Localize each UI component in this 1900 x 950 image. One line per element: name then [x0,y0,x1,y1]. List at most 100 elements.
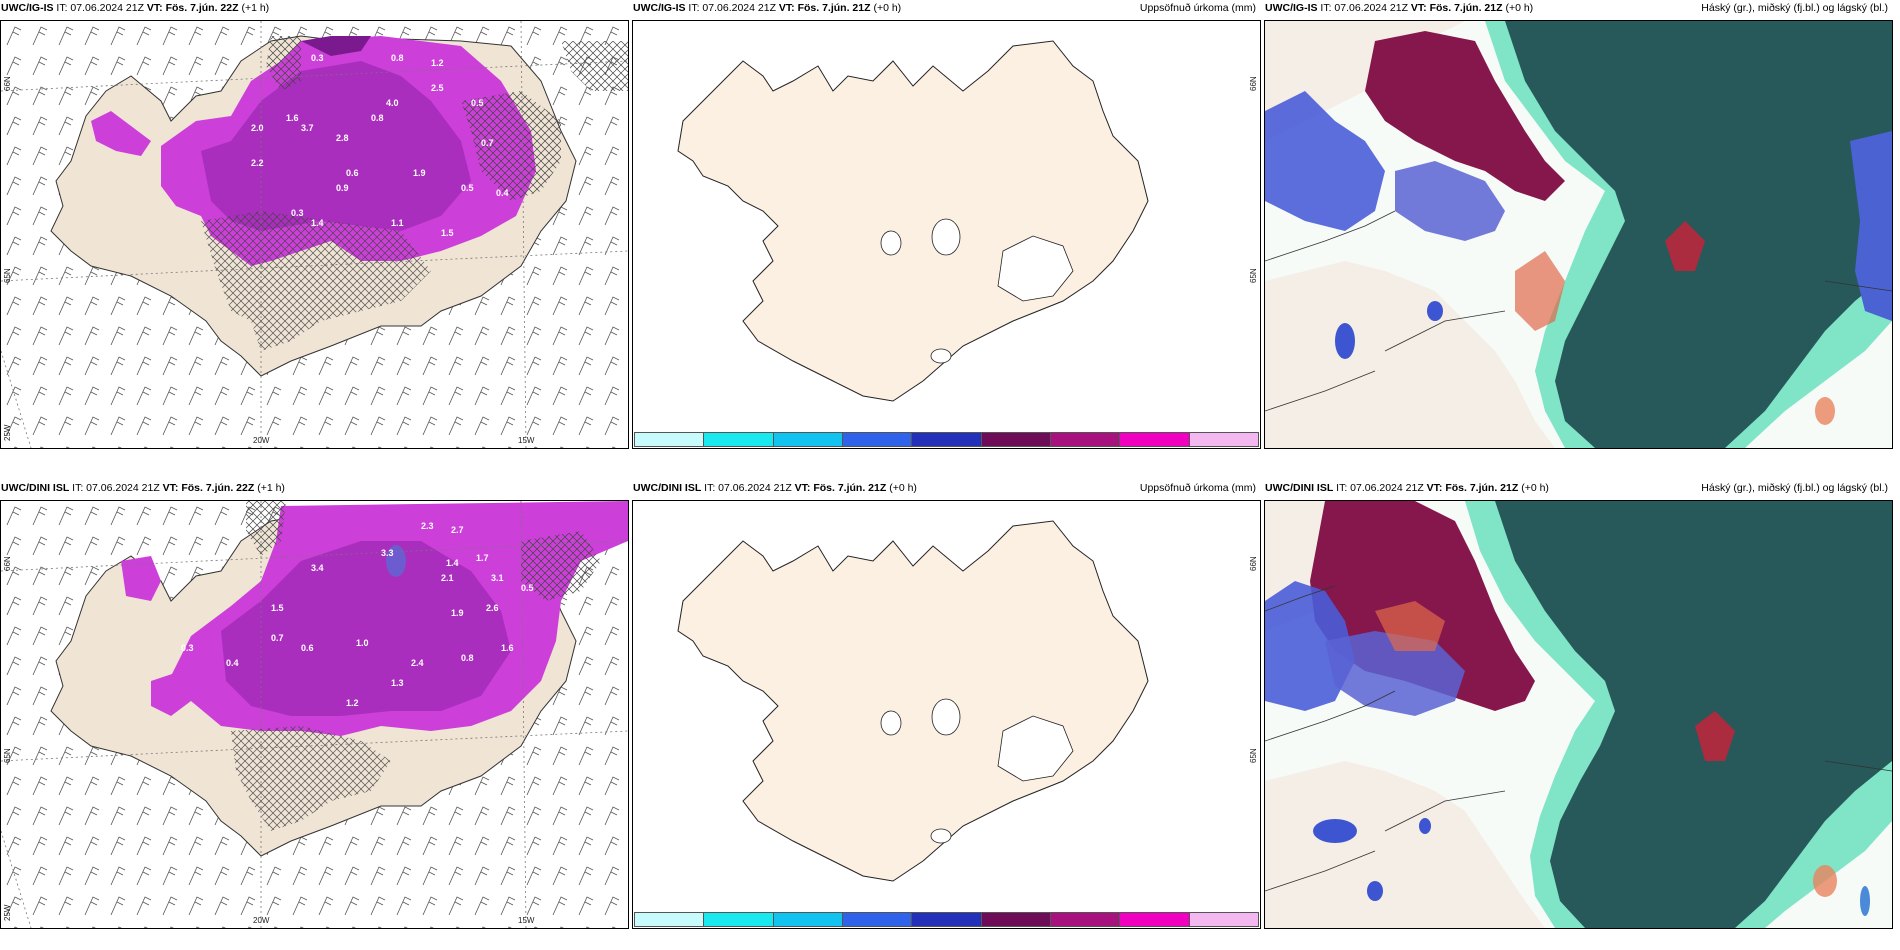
cloud-cover-map [1265,501,1892,928]
precip-value: 2.3 [421,521,434,531]
init-time: IT: 07.06.2024 21Z [72,482,160,494]
panel-header: UWC/IG-IS IT: 07.06.2024 21Z VT: Fös. 7.… [1,2,626,18]
lat-lon-grid [1,501,628,928]
accum-precip-map [633,501,1260,928]
colorbar-tick: 150 [1051,448,1120,449]
panel-igis-accum-precip[interactable]: UWC/IG-IS IT: 07.06.2024 21Z VT: Fös. 7.… [632,0,1261,449]
model-name: UWC/IG-IS [1,2,54,14]
precip-colorbar [634,912,1259,927]
precip-value: 2.8 [336,133,349,143]
lead-time: (+0 h) [873,2,902,14]
precip-value: 0.5 [461,183,474,193]
colorbar-tick: 75 [912,448,981,449]
precip-value: 2.7 [451,525,464,535]
panel-header: UWC/IG-IS IT: 07.06.2024 21Z VT: Fös. 7.… [1265,2,1890,18]
lead-time: (+0 h) [1505,2,1534,14]
colorbar-segment [704,912,774,927]
model-name: UWC/DINI ISL [1265,482,1334,494]
map-frame [1264,20,1893,449]
lon-label-20w: 20W [253,436,270,445]
snow-hatching [201,36,628,351]
lon-label-15w: 15W [518,436,535,445]
lat-label-66n: 66N [3,556,12,571]
model-name: UWC/IG-IS [1265,2,1318,14]
panel-dini-accum-precip[interactable]: UWC/DINI ISL IT: 07.06.2024 21Z VT: Fös.… [632,480,1261,929]
precip-value: 1.6 [286,113,299,123]
snow-hatching [231,501,601,831]
precip-value: 1.2 [346,698,359,708]
precip-value-labels: 0.3 0.8 1.2 2.5 0.5 1.63.7 2.8 4.0 1.9 0.6 0.5 2… [251,53,509,238]
panel-dini-wind-precip[interactable]: UWC/DINI ISL IT: 07.06.2024 21Z VT: Fös.… [0,480,629,929]
colorbar-tick: 200 [1120,928,1189,929]
precip-value: 1.6 [501,643,514,653]
precip-value: 1.3 [391,678,404,688]
precip-value: 1.0 [356,638,369,648]
precip-value: 2.0 [251,123,264,133]
valid-time: VT: Fös. 7.jún. 21Z [1426,482,1519,494]
field-title: Uppsöfnuð úrkoma (mm) [1139,2,1256,14]
precip-value: 3.7 [301,123,314,133]
map-frame: 66N 65N 1 10 25 50 75 100 150 200 400 [632,20,1261,449]
precip-value: 3.4 [311,563,324,573]
colorbar-segment [912,912,982,927]
colorbar-tick: 1 [634,928,703,929]
iceland-land [677,520,1149,882]
colorbar-ticks: 1 10 25 50 75 100 150 200 400 [634,448,1259,449]
colorbar-tick: 100 [981,928,1050,929]
map-frame: 2.3 2.7 3.3 1.4 3.4 1.5 0.7 2.1 1.9 0.3 0.4 1.0 2… [0,500,629,929]
precip-value: 1.4 [311,218,324,228]
precip-value: 0.9 [336,183,349,193]
colorbar-tick: 50 [842,448,911,449]
precip-colorbar [634,432,1259,447]
lead-time: (+0 h) [889,482,917,494]
coastline-border [1265,210,1892,412]
lead-time: (+0 h) [1521,482,1549,494]
coastline-border [1265,585,1892,892]
cloud-cover-map [1265,21,1892,448]
colorbar-segment [773,432,843,447]
colorbar-segment [1189,432,1259,447]
panel-igis-cloud-cover[interactable]: UWC/IG-IS IT: 07.06.2024 21Z VT: Fös. 7.… [1264,0,1893,449]
colorbar-tick: 150 [1051,928,1120,929]
precip-value: 0.4 [496,188,509,198]
colorbar-segment [634,432,705,447]
panel-dini-cloud-cover[interactable]: UWC/DINI ISL IT: 07.06.2024 21Z VT: Fös.… [1264,480,1893,929]
colorbar-tick: 75 [912,928,981,929]
panel-igis-wind-precip[interactable]: UWC/IG-IS IT: 07.06.2024 21Z VT: Fös. 7.… [0,0,629,449]
precip-value: 0.5 [471,98,484,108]
precip-value: 0.8 [371,113,384,123]
field-title: Háský (gr.), miðský (fj.bl.) og lágský (… [1701,482,1888,494]
wind-precip-map: 0.3 0.8 1.2 2.5 0.5 1.63.7 2.8 4.0 1.9 0.6 0.5 2… [1,21,628,448]
precip-value: 0.3 [181,643,194,653]
precip-value: 2.2 [251,158,264,168]
field-title: Uppsöfnuð úrkoma (mm) [1139,482,1256,494]
precip-value: 0.6 [301,643,314,653]
precip-value: 1.9 [413,168,426,178]
lat-label-66n: 66N [3,76,12,91]
colorbar-segment [634,912,705,927]
map-frame: 66N 65N 1 10 25 50 75 100 150 200 400 [632,500,1261,929]
valid-time: VT: Fös. 7.jún. 22Z [146,2,239,14]
precip-value: 3.3 [381,548,394,558]
model-name: UWC/DINI ISL [1,482,70,494]
cloud-layers [1265,21,1892,448]
precip-value: 2.1 [441,573,454,583]
lon-label-25w: 25W [3,424,12,441]
cloud-layers [1265,501,1892,928]
init-time: IT: 07.06.2024 21Z [1320,2,1408,14]
panel-header: UWC/IG-IS IT: 07.06.2024 21Z VT: Fös. 7.… [633,2,1258,18]
wind-precip-map: 2.3 2.7 3.3 1.4 3.4 1.5 0.7 2.1 1.9 0.3 0.4 1.0 2… [1,501,628,928]
lon-label-25w: 25W [3,904,12,921]
precipitation-field [121,501,628,736]
precip-value: 1.5 [271,603,284,613]
colorbar-tick: 10 [703,928,772,929]
lat-label-65n: 65N [1249,748,1258,763]
model-name: UWC/IG-IS [633,2,686,14]
init-time: IT: 07.06.2024 21Z [704,482,792,494]
init-time: IT: 07.06.2024 21Z [1336,482,1424,494]
colorbar-segment [773,912,843,927]
precip-value: 0.7 [481,138,494,148]
precip-value: 2.5 [431,83,444,93]
precip-value: 0.7 [271,633,284,643]
accum-precip-map [633,21,1260,448]
